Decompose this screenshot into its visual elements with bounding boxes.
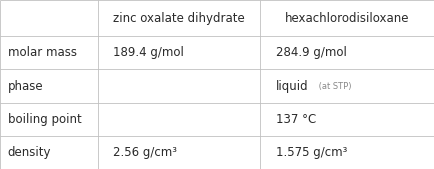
Text: liquid: liquid: [276, 80, 308, 92]
Text: density: density: [8, 146, 51, 159]
Text: (at STP): (at STP): [316, 81, 351, 91]
Text: 189.4 g/mol: 189.4 g/mol: [113, 46, 184, 59]
Text: zinc oxalate dihydrate: zinc oxalate dihydrate: [113, 12, 245, 25]
Text: hexachlorodisiloxane: hexachlorodisiloxane: [285, 12, 409, 25]
Text: 137 °C: 137 °C: [276, 113, 316, 126]
Text: 1.575 g/cm³: 1.575 g/cm³: [276, 146, 347, 159]
Text: 2.56 g/cm³: 2.56 g/cm³: [113, 146, 177, 159]
Text: molar mass: molar mass: [8, 46, 77, 59]
Text: boiling point: boiling point: [8, 113, 82, 126]
Text: phase: phase: [8, 80, 43, 92]
Text: 284.9 g/mol: 284.9 g/mol: [276, 46, 346, 59]
